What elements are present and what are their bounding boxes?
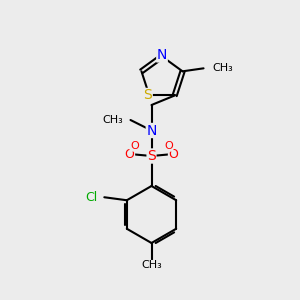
Text: S: S <box>147 149 156 163</box>
Text: N: N <box>146 124 157 137</box>
Text: CH₃: CH₃ <box>212 63 233 73</box>
Text: Cl: Cl <box>85 191 98 204</box>
Text: O: O <box>125 148 134 161</box>
Text: S: S <box>143 88 152 103</box>
Text: N: N <box>157 48 167 62</box>
Text: CH₃: CH₃ <box>102 115 123 125</box>
Text: O: O <box>130 141 139 151</box>
Text: O: O <box>164 141 173 151</box>
Text: O: O <box>169 148 178 161</box>
Text: CH₃: CH₃ <box>141 260 162 271</box>
